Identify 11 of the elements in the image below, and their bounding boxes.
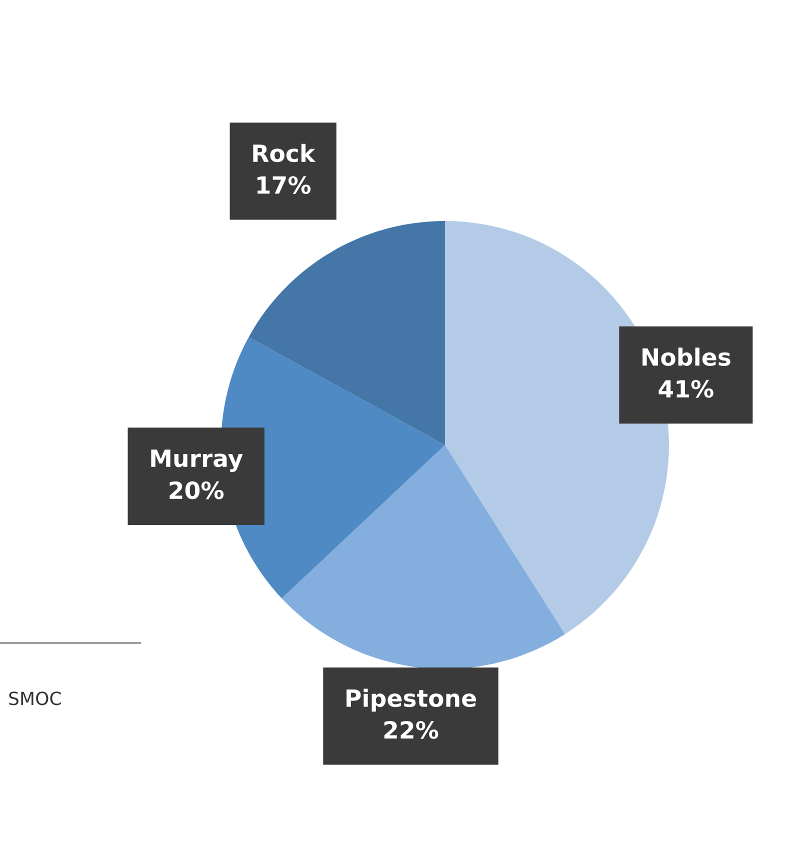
slice-label: Pipestone	[346, 688, 476, 712]
pie-slice	[248, 221, 445, 445]
data-label: 20%	[170, 481, 224, 500]
text: SMOC	[9, 692, 61, 706]
slice-label: Murray	[151, 450, 243, 472]
data-label: 22%	[384, 721, 438, 739]
slice-label: Nobles	[642, 348, 730, 366]
slice-label: Rock	[253, 144, 316, 162]
data-label: 41%	[658, 380, 714, 398]
pie-slice	[282, 445, 566, 669]
data-label: 17%	[257, 176, 311, 194]
